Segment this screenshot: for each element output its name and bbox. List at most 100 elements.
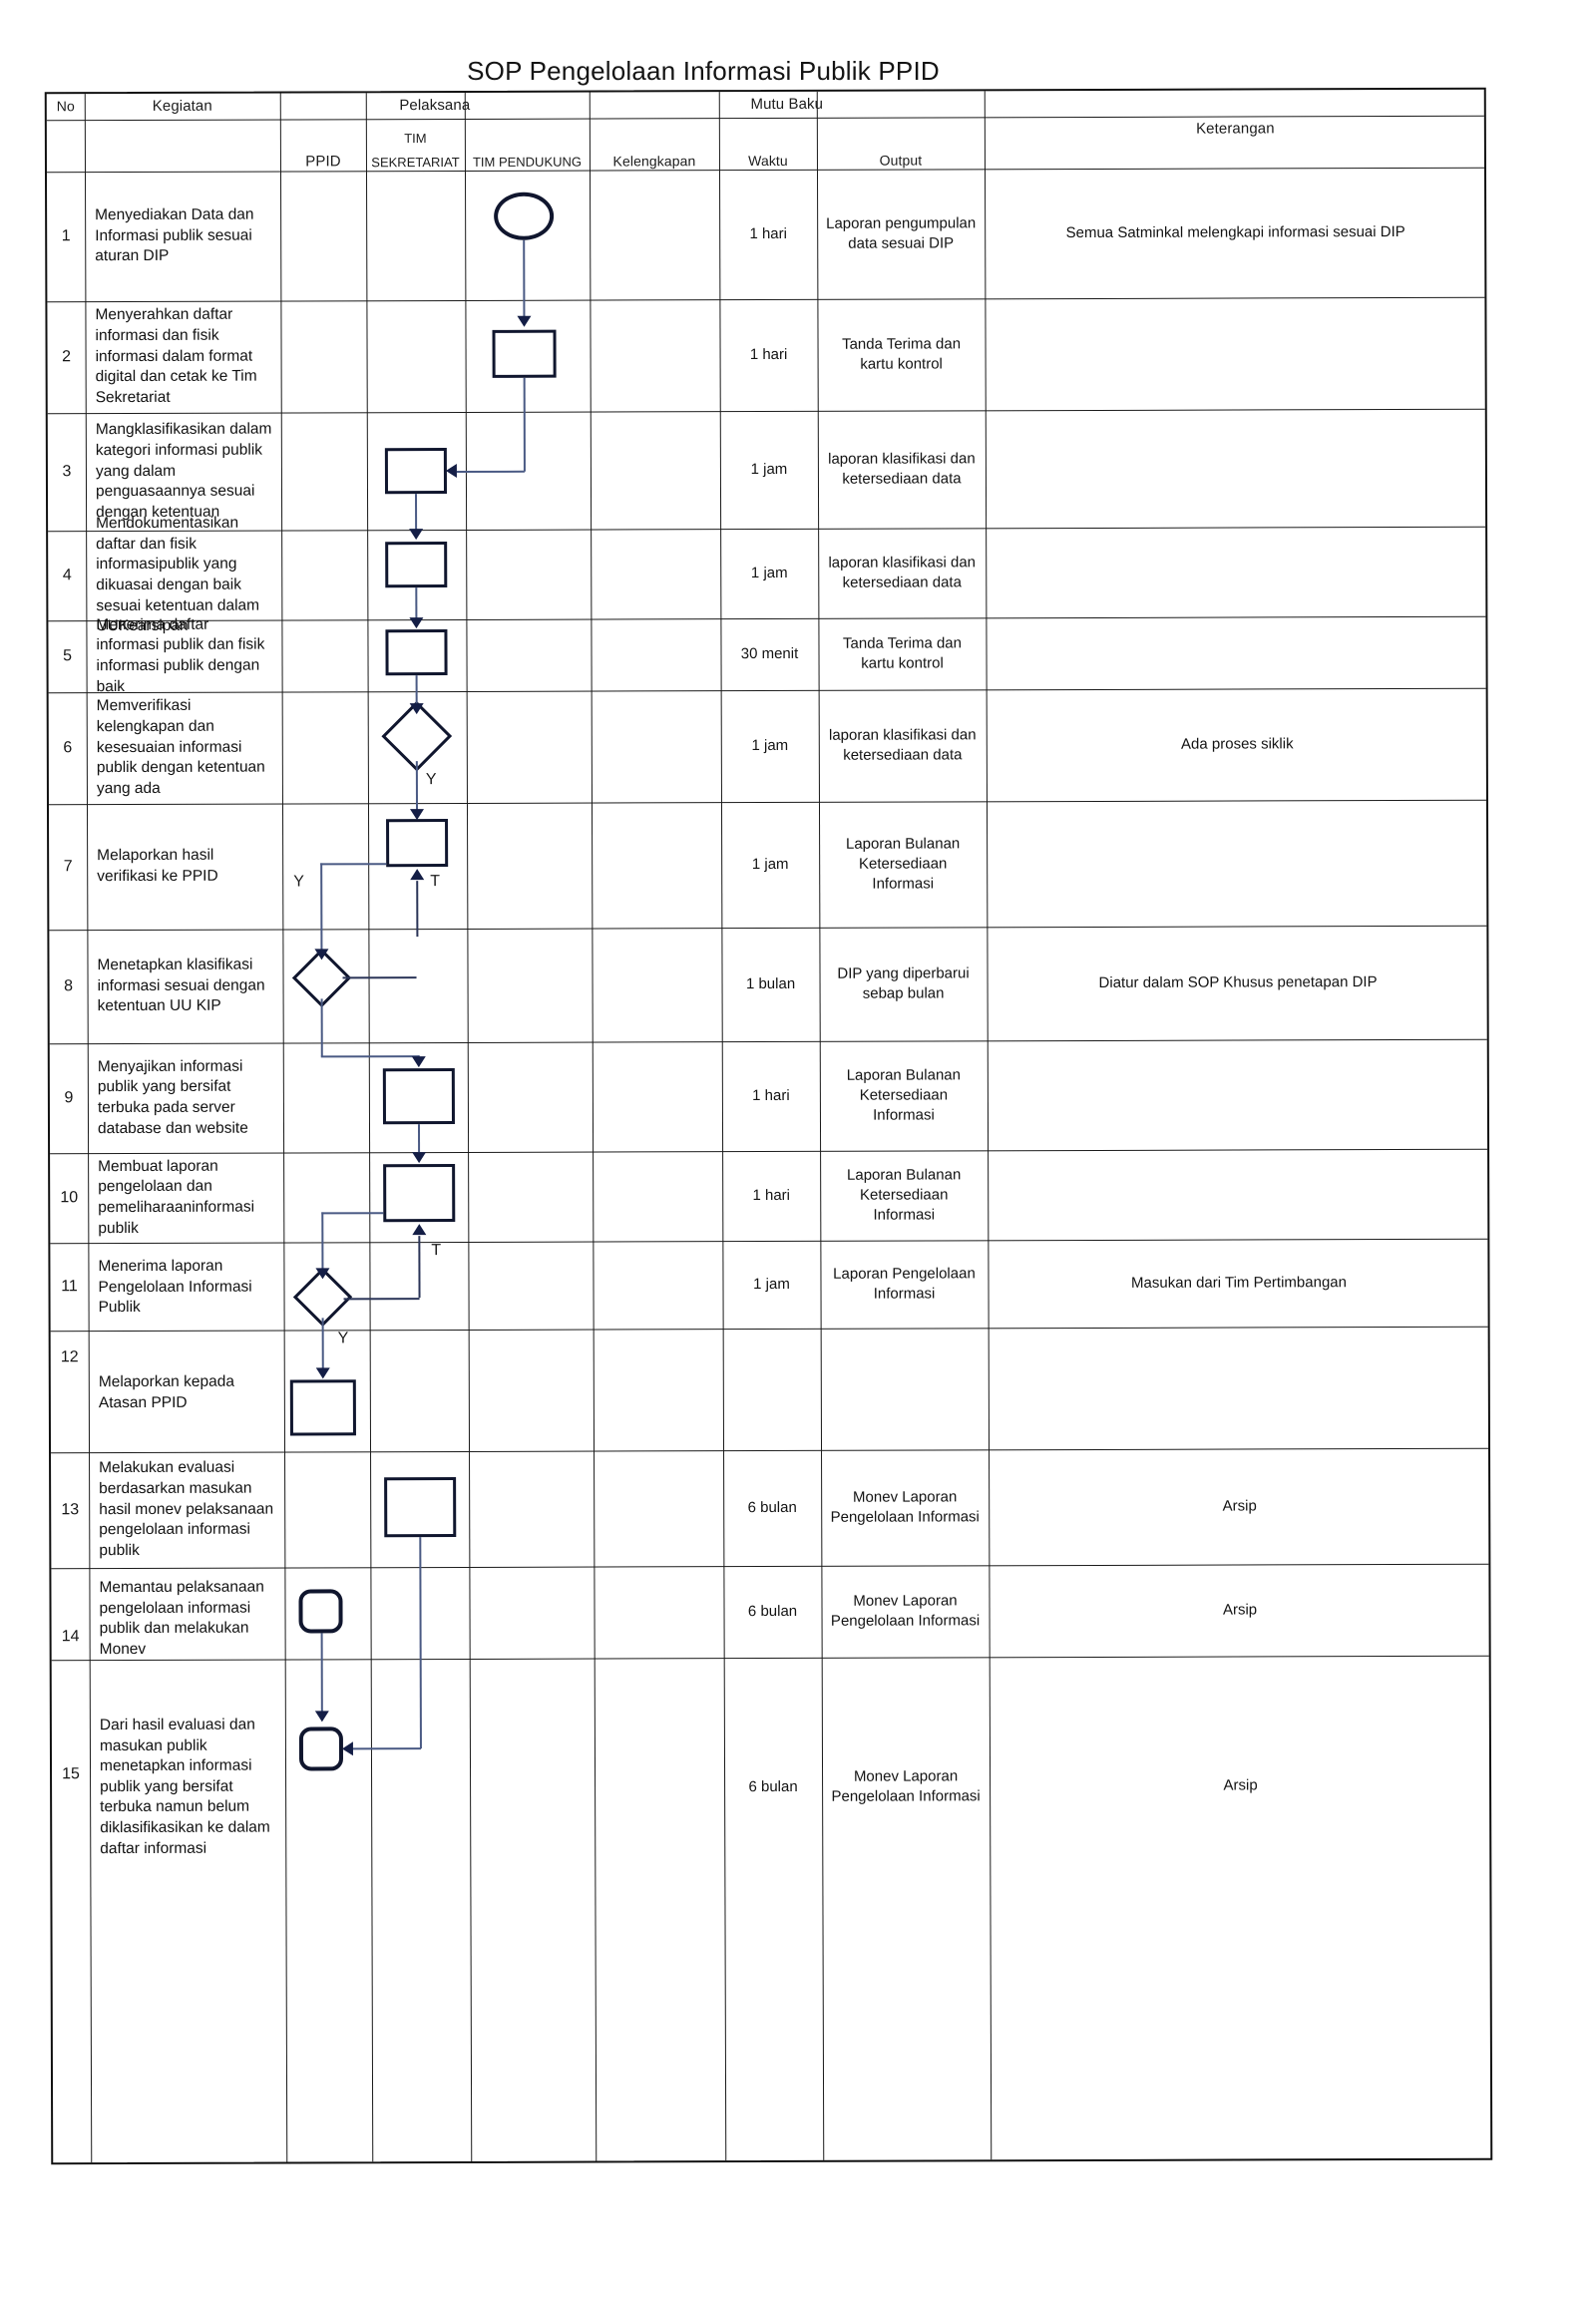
connector-row11-to-row12 bbox=[321, 1318, 324, 1374]
header-waktu: Waktu bbox=[748, 153, 788, 170]
row-no: 8 bbox=[64, 977, 74, 995]
row-kegiatan: Memverifikasi kelengkapan dan kesesuaian… bbox=[96, 697, 265, 798]
row-keterangan bbox=[986, 409, 1487, 529]
row-waktu bbox=[723, 1329, 821, 1450]
header-kelengkapan: Kelengkapan bbox=[612, 153, 696, 170]
connector-row8-down bbox=[320, 998, 323, 1057]
row-output bbox=[821, 1328, 989, 1450]
row-no: 4 bbox=[62, 567, 72, 584]
row-kegiatan: Membuat laporan pengelolaan dan pemeliha… bbox=[98, 1157, 255, 1237]
row-keterangan bbox=[987, 800, 1488, 928]
row-kelengkapan bbox=[592, 690, 721, 802]
header-ppid: PPID bbox=[305, 153, 341, 171]
row-no: 15 bbox=[62, 1765, 80, 1783]
row-kegiatan: Menyerahkan daftar informasi dan fisik i… bbox=[95, 306, 257, 407]
flow-shape-rect-row5 bbox=[385, 629, 448, 676]
row-waktu: 6 bulan bbox=[747, 1499, 797, 1517]
arrow-row8-to-row9 bbox=[411, 1056, 426, 1068]
row-keterangan bbox=[988, 1149, 1489, 1241]
arrow-row7-to-row8 bbox=[314, 949, 329, 960]
row-kelengkapan bbox=[592, 928, 721, 1041]
row-keterangan: Masukan dari Tim Pertimbangan bbox=[1131, 1274, 1347, 1292]
row-waktu: 1 jam bbox=[750, 565, 788, 582]
row-output: Laporan Bulanan Ketersediaan Informasi bbox=[846, 1166, 962, 1224]
row-no: 10 bbox=[60, 1189, 79, 1207]
arrow-row14-to-row15 bbox=[314, 1711, 329, 1723]
flow-shape-rect-row9 bbox=[382, 1067, 455, 1125]
row-keterangan bbox=[988, 1039, 1489, 1151]
arrow-row9-to-row10 bbox=[412, 1152, 427, 1164]
decision-label-row11-y: Y bbox=[337, 1330, 349, 1347]
arrow-row3-to-row4 bbox=[409, 529, 424, 541]
row-output: Monev Laporan Pengelolaan Informasi bbox=[830, 1488, 980, 1526]
row-kegiatan: Menyediakan Data dan Informasi publik se… bbox=[95, 205, 254, 265]
row-keterangan bbox=[989, 1327, 1490, 1450]
sop-table: No Kegiatan Pelaksana Mutu Baku Keterang… bbox=[44, 87, 1493, 2165]
row-output: laporan klasifikasi dan ketersediaan dat… bbox=[828, 726, 977, 764]
row-output: Laporan Pengelolaan Informasi bbox=[833, 1265, 976, 1303]
row-kelengkapan bbox=[590, 299, 719, 411]
connector-row8-right2 bbox=[320, 1055, 419, 1058]
row-keterangan: Arsip bbox=[1223, 1776, 1258, 1794]
flow-shape-rect-row4 bbox=[385, 542, 448, 588]
connector-row10-down-to-row11 bbox=[321, 1212, 324, 1275]
row-output: Laporan Bulanan Ketersediaan Informasi bbox=[846, 1066, 961, 1124]
flow-shape-oval-row1 bbox=[494, 192, 555, 240]
row-kegiatan: Menerima daftar informasi publik dan fis… bbox=[96, 615, 265, 695]
row-waktu: 1 jam bbox=[751, 737, 789, 755]
page-title: SOP Pengelolaan Informasi Publik PPID bbox=[467, 56, 940, 86]
header-tim-sekretariat-line1: TIM bbox=[404, 130, 427, 147]
row-keterangan: Arsip bbox=[1222, 1497, 1257, 1515]
row-no: 5 bbox=[63, 647, 72, 665]
connector-row7-t-up bbox=[416, 881, 418, 938]
connector-row1-to-row2 bbox=[523, 239, 526, 318]
decision-label-row10-t: T bbox=[431, 1242, 442, 1260]
arrow-row7-t bbox=[410, 869, 425, 881]
col-sep-ppid-sekre bbox=[365, 93, 374, 2162]
header-mutu-baku: Mutu Baku bbox=[750, 95, 824, 113]
arrow-into-row3 bbox=[445, 463, 457, 479]
row-waktu: 6 bulan bbox=[747, 1603, 798, 1621]
connector-row11-right bbox=[343, 1298, 420, 1300]
row-no: 13 bbox=[61, 1501, 80, 1519]
row-no: 6 bbox=[63, 739, 73, 757]
row-kelengkapan bbox=[594, 1450, 723, 1566]
row-output: Monev Laporan Pengelolaan Informasi bbox=[831, 1767, 981, 1805]
row-kegiatan: Menyajikan informasi publik yang bersifa… bbox=[97, 1057, 248, 1137]
row-kelengkapan bbox=[590, 170, 719, 299]
connector-row7-down-to-row8 bbox=[320, 863, 323, 956]
row-kelengkapan bbox=[593, 1041, 722, 1151]
row-waktu: 30 menit bbox=[740, 644, 799, 663]
arrow-row10-to-row11 bbox=[315, 1268, 330, 1280]
row-kegiatan: Menerima laporan Pengelolaan Informasi P… bbox=[98, 1257, 252, 1317]
decision-label-row7-y: Y bbox=[293, 873, 304, 891]
arrow-row1-to-row2 bbox=[517, 315, 532, 327]
row-waktu: 1 hari bbox=[749, 346, 788, 364]
row-kegiatan: Menetapkan klasifikasi informasi sesuai … bbox=[97, 956, 265, 1015]
flow-shape-rect-row12 bbox=[289, 1379, 356, 1436]
row-waktu: 1 jam bbox=[750, 461, 788, 479]
row-keterangan: Diatur dalam SOP Khusus penetapan DIP bbox=[1098, 973, 1378, 992]
row-kegiatan: Dari hasil evaluasi dan masukan publik m… bbox=[99, 1716, 270, 1857]
connector-row13-down bbox=[419, 1537, 422, 1749]
row-no: 2 bbox=[62, 348, 72, 366]
flow-shape-round-row15 bbox=[298, 1726, 344, 1771]
row-waktu: 6 bulan bbox=[748, 1778, 798, 1796]
connector-row2-left bbox=[456, 470, 525, 473]
row-kegiatan: Melaporkan kepada Atasan PPID bbox=[98, 1372, 234, 1411]
row-kelengkapan bbox=[591, 618, 720, 690]
row-no: 11 bbox=[61, 1278, 78, 1296]
row-output: Tanda Terima dan kartu kontrol bbox=[842, 335, 962, 373]
row-keterangan bbox=[986, 527, 1487, 618]
connector-row4-to-row5 bbox=[415, 587, 417, 620]
arrow-row5-to-row6 bbox=[409, 703, 424, 715]
row-output: laporan klasifikasi dan ketersediaan dat… bbox=[828, 450, 976, 488]
col-sep-sekre-pendukung bbox=[464, 92, 473, 2161]
row-kegiatan: Melaporkan hasil verifikasi ke PPID bbox=[97, 847, 218, 886]
flow-shape-round-row14 bbox=[298, 1589, 343, 1634]
row-kelengkapan bbox=[591, 411, 720, 529]
flow-shape-rect-row10 bbox=[383, 1163, 456, 1223]
row-waktu: 1 hari bbox=[749, 225, 787, 243]
row-kegiatan: Mendokumentasikan daftar dan fisik infor… bbox=[96, 514, 260, 635]
row-keterangan: Ada proses siklik bbox=[1180, 735, 1294, 753]
